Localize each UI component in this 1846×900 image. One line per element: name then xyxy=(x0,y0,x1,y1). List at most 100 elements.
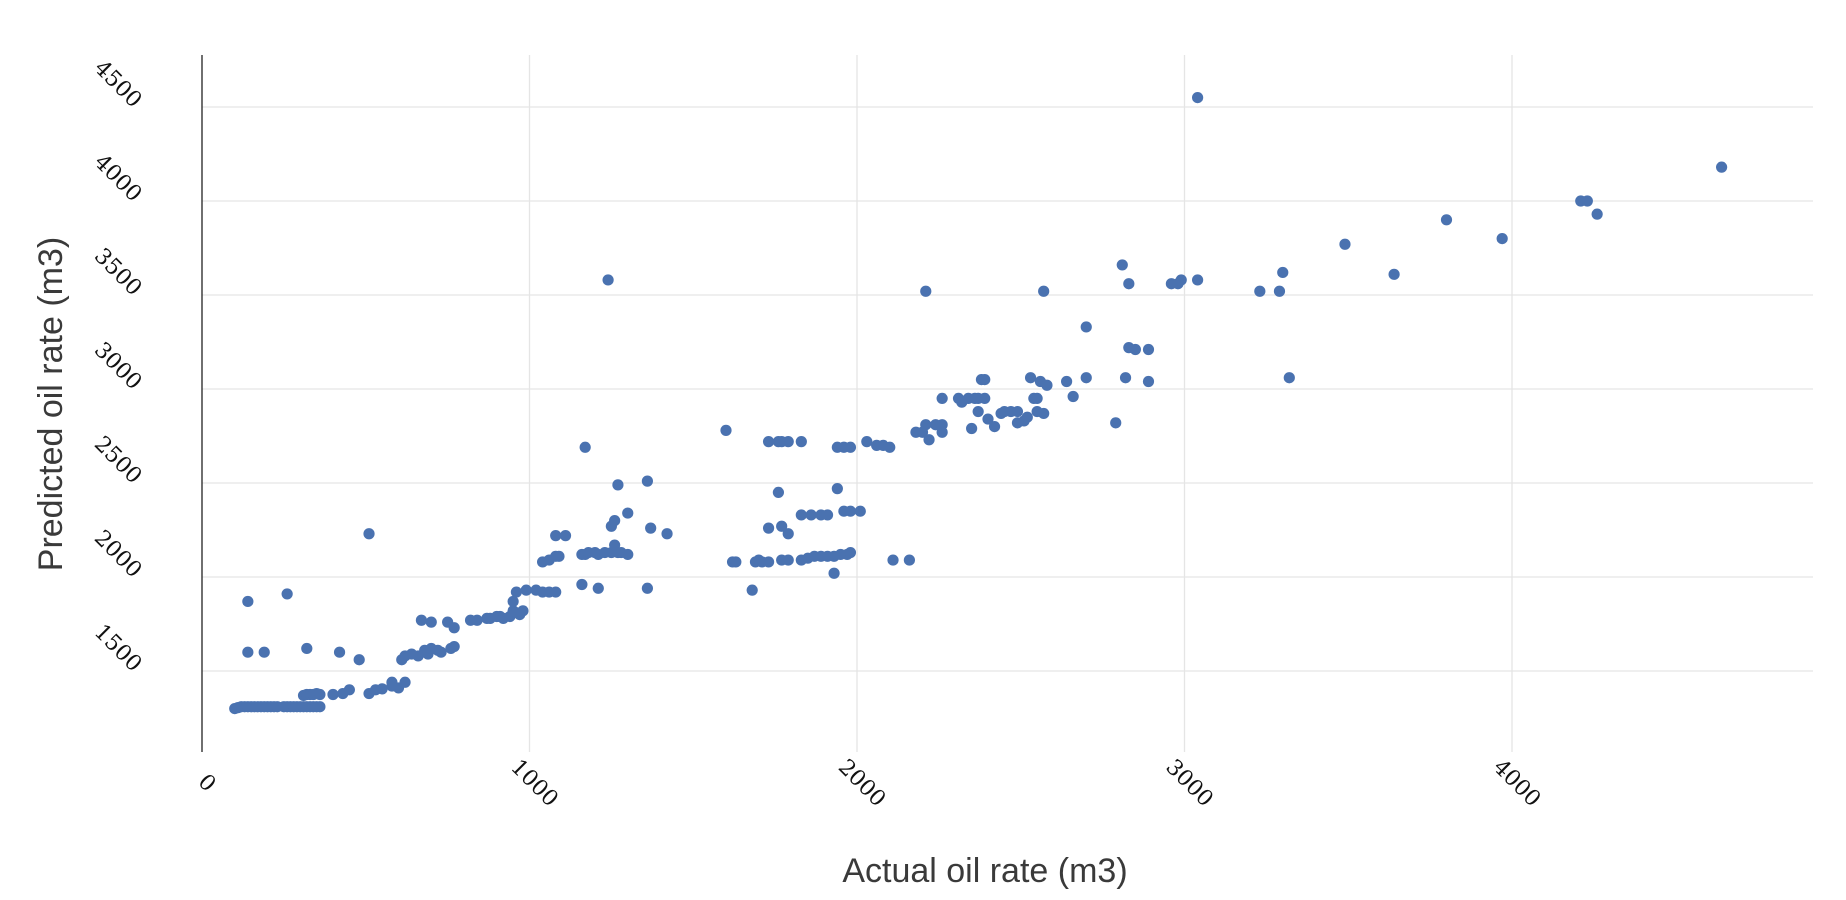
data-point xyxy=(507,595,519,608)
data-point xyxy=(520,584,532,596)
data-point xyxy=(281,588,293,600)
grid-lines xyxy=(202,55,1813,752)
data-point xyxy=(1591,208,1603,220)
data-point xyxy=(1041,379,1053,391)
data-point xyxy=(645,522,657,534)
data-points xyxy=(229,92,1728,715)
data-point xyxy=(622,507,634,519)
data-point xyxy=(579,441,591,453)
data-point xyxy=(399,676,411,688)
data-point xyxy=(1581,195,1593,207)
data-point xyxy=(517,605,529,617)
y-tick-label-2000: 2000 xyxy=(89,526,146,583)
data-point xyxy=(730,556,742,568)
data-point xyxy=(242,595,254,608)
data-point xyxy=(844,441,857,453)
data-point xyxy=(831,483,843,495)
data-point xyxy=(622,548,634,561)
data-point xyxy=(448,622,460,634)
data-point xyxy=(1277,266,1289,279)
x-axis-title: Actual oil rate (m3) xyxy=(842,852,1127,890)
data-point xyxy=(844,505,857,517)
x-tick-label-0: 0 xyxy=(193,770,221,798)
data-point xyxy=(762,522,775,534)
data-point xyxy=(762,436,775,448)
data-point xyxy=(327,688,339,701)
data-point xyxy=(576,578,588,591)
data-point xyxy=(903,554,916,566)
data-point xyxy=(854,505,866,517)
data-point xyxy=(828,567,840,579)
data-point xyxy=(1024,372,1037,384)
data-point xyxy=(1254,285,1266,297)
data-point xyxy=(1080,372,1092,384)
data-point xyxy=(1192,92,1204,104)
data-point xyxy=(386,676,398,688)
data-point xyxy=(782,528,794,540)
data-point xyxy=(1129,343,1141,356)
data-point xyxy=(471,614,483,626)
data-point xyxy=(314,688,326,701)
data-point xyxy=(1038,407,1050,420)
data-point xyxy=(1283,372,1295,384)
data-point xyxy=(612,479,624,491)
y-tick-label-3500: 3500 xyxy=(89,244,146,301)
data-point xyxy=(550,586,562,598)
data-point xyxy=(821,509,834,521)
data-point xyxy=(884,441,896,453)
data-point xyxy=(641,582,654,594)
data-point xyxy=(609,515,621,527)
data-point xyxy=(979,392,991,404)
data-point xyxy=(510,586,522,598)
data-point xyxy=(982,413,994,425)
data-point xyxy=(1339,238,1351,250)
data-point xyxy=(923,434,935,446)
data-point xyxy=(602,274,614,286)
data-point xyxy=(782,436,794,448)
data-point xyxy=(641,475,654,487)
data-point xyxy=(805,509,817,521)
data-point xyxy=(1175,274,1187,286)
y-tick-label-4500: 4500 xyxy=(89,56,146,113)
data-point xyxy=(1192,274,1204,286)
y-tick-label-4000: 4000 xyxy=(89,150,146,207)
data-point xyxy=(1496,233,1508,245)
y-tick-label-3000: 3000 xyxy=(89,338,146,395)
data-point xyxy=(661,528,673,540)
data-point xyxy=(746,584,758,596)
data-point xyxy=(1110,417,1122,429)
data-point xyxy=(1011,405,1024,418)
data-point xyxy=(988,421,1001,433)
data-point xyxy=(1116,259,1128,271)
data-point xyxy=(1080,321,1092,333)
data-point xyxy=(559,530,572,542)
data-point xyxy=(415,614,428,626)
data-point xyxy=(776,520,788,532)
data-point xyxy=(333,646,346,658)
data-point xyxy=(376,683,388,695)
data-point xyxy=(425,616,437,628)
data-point xyxy=(782,554,794,566)
x-tick-label-2000: 2000 xyxy=(833,755,890,812)
data-point xyxy=(550,530,562,542)
data-point xyxy=(920,419,932,431)
data-point xyxy=(1123,278,1135,290)
data-point xyxy=(363,528,375,540)
data-point xyxy=(1440,214,1453,226)
data-point xyxy=(301,642,313,655)
data-point xyxy=(242,646,254,658)
data-point xyxy=(795,436,807,448)
data-point xyxy=(1388,268,1400,280)
data-point xyxy=(720,424,732,436)
data-point xyxy=(979,374,991,386)
y-axis-title: Predicted oil rate (m3) xyxy=(32,237,70,571)
data-point xyxy=(343,684,355,696)
data-point xyxy=(772,486,785,498)
data-point xyxy=(795,509,807,521)
data-point xyxy=(1119,372,1132,384)
data-point xyxy=(1716,161,1728,173)
data-point xyxy=(936,426,948,438)
x-tick-label-3000: 3000 xyxy=(1160,755,1217,812)
data-point xyxy=(1021,411,1033,423)
